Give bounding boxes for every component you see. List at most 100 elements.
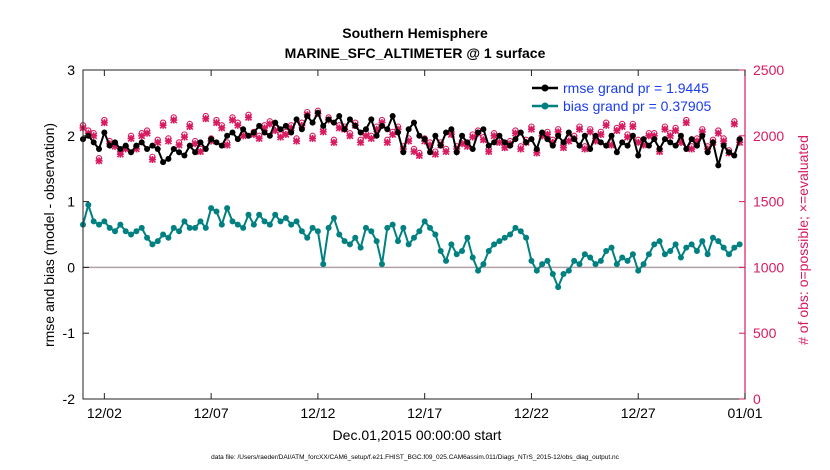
bias-point — [266, 221, 273, 228]
rmse-point — [138, 139, 145, 146]
rmse-point — [224, 132, 231, 139]
bias-point — [565, 267, 572, 274]
rmse-point — [597, 139, 604, 146]
rmse-point — [176, 149, 183, 156]
bias-point — [341, 238, 348, 245]
obs-possible-marker — [613, 124, 621, 132]
x-tick-label: 12/12 — [300, 405, 335, 421]
rmse-point — [624, 142, 631, 149]
bias-point — [170, 224, 177, 231]
bias-point — [464, 234, 471, 241]
plot-area — [79, 107, 745, 291]
rmse-point — [688, 136, 695, 143]
rmse-point — [539, 129, 546, 136]
bias-point — [645, 251, 652, 258]
rmse-point — [101, 129, 108, 136]
bias-point — [661, 251, 668, 258]
rmse-point — [298, 126, 305, 133]
rmse-point — [309, 119, 316, 126]
rmse-point — [192, 149, 199, 156]
rmse-point — [512, 136, 519, 143]
rmse-point — [651, 136, 658, 143]
bias-point — [176, 228, 183, 235]
rmse-point — [245, 132, 252, 139]
bias-point — [117, 221, 124, 228]
obs-possible-marker — [90, 130, 97, 137]
bias-point — [597, 257, 604, 264]
rmse-point — [507, 142, 514, 149]
rmse-point — [459, 132, 466, 139]
obs-possible-marker — [528, 123, 535, 130]
rmse-point — [720, 142, 727, 149]
rmse-point — [90, 139, 97, 146]
bias-point — [624, 257, 631, 264]
bias-line — [82, 201, 741, 290]
obs-possible-marker — [181, 131, 188, 138]
bias-point — [523, 234, 530, 241]
bias-point — [555, 284, 562, 291]
bias-point — [101, 218, 108, 225]
obs-possible-marker — [293, 135, 300, 142]
rmse-point — [480, 126, 487, 133]
obs-possible-marker — [587, 126, 594, 133]
bias-point — [325, 224, 332, 231]
bias-point — [362, 224, 369, 231]
bias-point — [656, 238, 663, 245]
rmse-point — [629, 132, 636, 139]
bias-point — [293, 218, 300, 225]
rmse-point — [112, 139, 119, 146]
chart-title: Southern Hemisphere — [342, 25, 488, 41]
obs-possible-marker — [346, 130, 354, 137]
rmse-point — [683, 145, 690, 152]
rmse-point — [165, 155, 172, 162]
rmse-point — [496, 132, 503, 139]
rmse-point — [362, 126, 369, 133]
axis-ticks: -2 -1 0 1 2 3 0 500 1000 1500 2000 2500 12/02 12/07 12… — [63, 62, 785, 421]
bias-point — [576, 261, 583, 268]
obs-possible-marker — [95, 155, 103, 162]
rmse-point — [437, 142, 444, 149]
bias-point — [298, 228, 305, 235]
rmse-point — [555, 132, 562, 139]
bias-point — [202, 224, 209, 231]
legend-rmse-label: rmse grand pr = 1.9445 — [563, 80, 709, 96]
obs-possible-marker — [357, 136, 364, 143]
x-tick-label: 12/17 — [407, 405, 442, 421]
rmse-point — [181, 152, 188, 159]
bias-point — [240, 224, 247, 231]
obs-possible-marker — [159, 119, 167, 126]
y2-tick-label: 1500 — [753, 194, 784, 210]
bias-point — [533, 267, 540, 274]
bias-point — [651, 241, 658, 248]
bias-point — [432, 231, 439, 238]
rmse-point — [400, 149, 407, 156]
rmse-point — [352, 122, 359, 129]
rmse-point — [128, 149, 135, 156]
bias-point — [288, 221, 295, 228]
bias-point — [394, 238, 401, 245]
y2-axis-label: # of obs: o=possible; ×=evaluated — [795, 135, 811, 345]
bias-point — [448, 241, 455, 248]
rmse-point — [517, 129, 524, 136]
rmse-point — [619, 139, 626, 146]
bias-point — [90, 218, 97, 225]
rmse-point — [448, 126, 455, 133]
rmse-point — [693, 142, 700, 149]
legend: rmse grand pr = 1.9445 bias grand pr = 0… — [532, 80, 711, 114]
bias-point — [443, 257, 450, 264]
rmse-point — [736, 136, 743, 143]
rmse-point — [314, 109, 321, 116]
obs-possible-marker — [378, 116, 386, 124]
x-tick-label: 01/01 — [727, 405, 762, 421]
rmse-point — [549, 142, 556, 149]
bias-point — [144, 234, 151, 241]
bias-point — [160, 231, 167, 238]
bias-point — [544, 257, 551, 264]
bias-point — [154, 238, 161, 245]
bias-point — [501, 234, 508, 241]
rmse-point — [288, 129, 295, 136]
bias-point — [106, 224, 113, 231]
bias-point — [437, 247, 444, 254]
y-axis-label: rmse and bias (model - observation) — [41, 123, 57, 347]
rmse-point — [256, 122, 263, 129]
